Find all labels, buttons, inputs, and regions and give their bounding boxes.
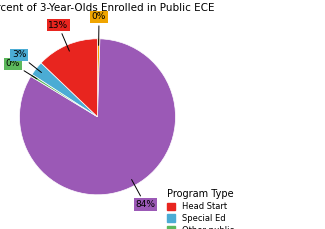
Legend: Head Start, Special Ed, Other public, Other/None, Pre-K: Head Start, Special Ed, Other public, Ot…: [164, 187, 236, 229]
Text: Percent of 3-Year-Olds Enrolled in Public ECE: Percent of 3-Year-Olds Enrolled in Publi…: [0, 3, 215, 13]
Wedge shape: [32, 63, 98, 117]
Wedge shape: [98, 39, 100, 117]
Text: 84%: 84%: [132, 180, 155, 209]
Text: 13%: 13%: [48, 21, 70, 51]
Wedge shape: [31, 74, 98, 117]
Wedge shape: [20, 39, 176, 195]
Text: 0%: 0%: [6, 59, 37, 79]
Text: 0%: 0%: [92, 12, 106, 45]
Wedge shape: [41, 39, 98, 117]
Text: 3%: 3%: [12, 50, 42, 73]
